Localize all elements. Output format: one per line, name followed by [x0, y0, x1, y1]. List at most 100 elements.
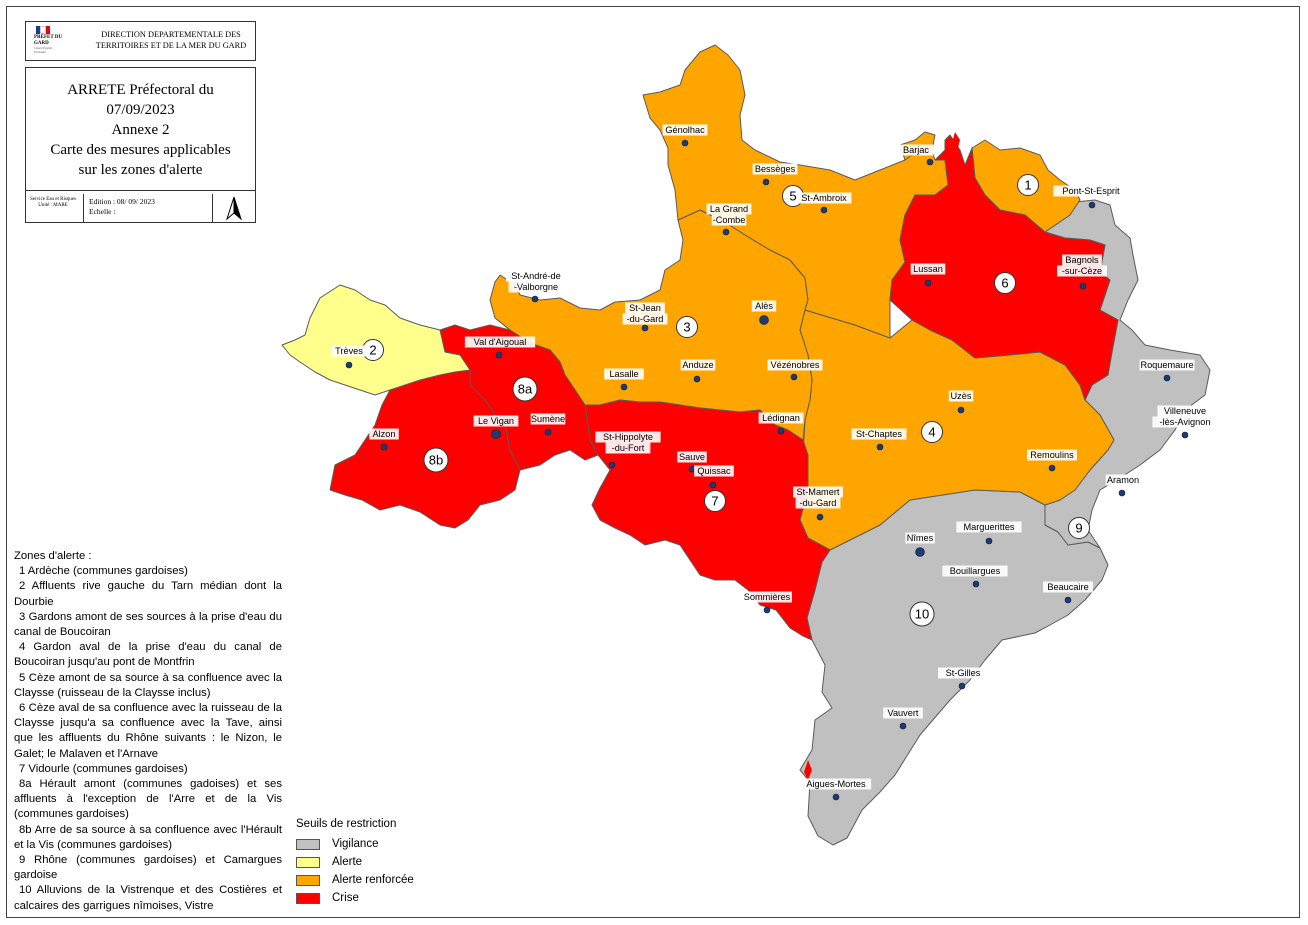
motto: Liberté Égalité Fraternité: [34, 46, 52, 54]
city-label-halo: [851, 428, 907, 440]
city-label-halo: [331, 345, 367, 357]
meta-row: Service Eau et Risques Unité : MARE Edit…: [26, 190, 255, 223]
city-label: Marguerittes: [963, 522, 1014, 532]
city-label: -du-Fort: [612, 443, 645, 453]
legend-item: Crise: [296, 889, 456, 907]
city-dot: [777, 427, 785, 435]
city-dot: [972, 580, 980, 588]
city-label: St-Jean: [629, 303, 661, 313]
legend-swatch: [296, 892, 320, 904]
city-label: Bouillargues: [950, 566, 1001, 576]
city-label: Lédignan: [762, 413, 800, 423]
zone-number-label: 5: [789, 189, 796, 204]
city-label-halo: [680, 359, 716, 371]
city-label-halo: [1027, 449, 1077, 461]
zone-number-label: 10: [915, 607, 929, 622]
city-label-halo: [694, 465, 734, 477]
zone-description: 3 Gardons amont de ses sources à la pris…: [14, 610, 282, 639]
legend-label: Vigilance: [332, 838, 379, 850]
city-label: Alzon: [373, 429, 396, 439]
city-label-halo: [751, 300, 777, 312]
city-label: -lès-Avignon: [1160, 417, 1211, 427]
title-text: ARRETE Préfectoral du 07/09/2023 Annexe …: [26, 80, 255, 180]
city-label-halo: [800, 778, 872, 790]
city-label-halo: [1139, 359, 1195, 371]
edition-date: Edition : 08/ 09/ 2023: [89, 197, 155, 206]
zone-number-circle: [1068, 517, 1090, 539]
city-label: St-Ambroix: [801, 193, 847, 203]
city-label: Aramon: [1107, 475, 1139, 485]
city-label-halo: [464, 336, 536, 348]
city-label-halo: [711, 214, 747, 226]
city-label-halo: [910, 263, 946, 275]
city-dot: [1163, 374, 1171, 382]
city-label: Barjac: [903, 145, 929, 155]
city-label: St-Hippolyte: [603, 432, 653, 442]
legend-item: Vigilance: [296, 835, 456, 853]
city-label-halo: [898, 144, 934, 156]
city-label-halo: [1157, 405, 1213, 417]
city-label-halo: [604, 368, 644, 380]
city-label: Remoulins: [1030, 450, 1074, 460]
zone-description: 8a Hérault amont (communes gadoises) et …: [14, 778, 282, 821]
zone-number-label: 9: [1075, 521, 1082, 536]
zone-7-area[interactable]: [584, 399, 831, 641]
city-label: Quissac: [697, 466, 731, 476]
zone-number-label: 8a: [518, 382, 533, 397]
legend-swatch: [296, 856, 320, 868]
city-label-halo: [956, 521, 1022, 533]
city-dot: [688, 465, 696, 473]
zone-number-circle: [1017, 174, 1039, 196]
city-dot: [762, 178, 770, 186]
legend-swatch: [296, 838, 320, 850]
city-label-halo: [1053, 185, 1129, 197]
city-label: Bessèges: [755, 164, 796, 174]
zone-number-label: 6: [1001, 276, 1008, 291]
city-label-halo: [948, 390, 974, 402]
city-label-halo: [796, 192, 852, 204]
legend-title: Seuils de restriction: [296, 818, 397, 830]
title-line: Annexe 2: [111, 122, 170, 138]
city-dot: [495, 351, 503, 359]
service-label: Service Eau et Risques Unité : MARE: [30, 197, 76, 208]
legend-swatch: [296, 874, 320, 886]
city-dot: [790, 373, 798, 381]
city-dot: [722, 228, 730, 236]
zone-number-label: 3: [683, 320, 690, 335]
city-label-halo: [883, 707, 923, 719]
city-label: St-Chaptes: [856, 429, 902, 439]
city-dot: [1079, 282, 1087, 290]
zone-6-area[interactable]: [889, 134, 1119, 401]
city-label: Villeneuve: [1164, 406, 1206, 416]
city-label: St-Mamert: [797, 487, 840, 497]
city-label: St-Gilles: [946, 668, 981, 678]
city-dot: [620, 383, 628, 391]
city-dot: [759, 315, 769, 325]
french-flag-icon: [36, 26, 50, 34]
city-label: -sur-Cèze: [1062, 266, 1102, 276]
city-label: Uzès: [951, 391, 972, 401]
city-dot: [681, 139, 689, 147]
city-dot: [1088, 201, 1096, 209]
barjac-red-strip: [950, 132, 960, 160]
city-label: Nîmes: [907, 533, 934, 543]
city-label-halo: [508, 281, 564, 293]
city-label: Trèves: [335, 346, 363, 356]
zone-description: 5 Cèze amont de sa source à sa confluenc…: [14, 671, 282, 699]
title-line: 07/09/2023: [106, 102, 175, 118]
city-dot: [641, 324, 649, 332]
north-arrow-icon: [225, 196, 243, 221]
city-label-halo: [1057, 265, 1107, 277]
city-dot: [544, 428, 552, 436]
zone-description: 7 Vidourle (communes gardoises): [19, 762, 188, 775]
zone-number-label: 8b: [429, 453, 443, 468]
city-label: -Valborgne: [514, 282, 558, 292]
title-line: sur les zones d'alerte: [78, 162, 203, 178]
legend-label: Alerte renforcée: [332, 874, 414, 886]
title-line: ARRETE Préfectoral du: [67, 82, 214, 98]
city-dot: [531, 295, 539, 303]
city-label-halo: [706, 203, 752, 215]
city-dot: [924, 279, 932, 287]
zone-description: 1 Ardèche (communes gardoises): [19, 565, 188, 578]
city-label-halo: [767, 359, 823, 371]
